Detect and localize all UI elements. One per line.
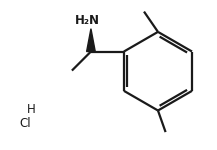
Text: H: H — [27, 103, 36, 116]
Text: H₂N: H₂N — [75, 14, 100, 27]
Text: Cl: Cl — [19, 117, 31, 130]
Polygon shape — [87, 29, 95, 52]
